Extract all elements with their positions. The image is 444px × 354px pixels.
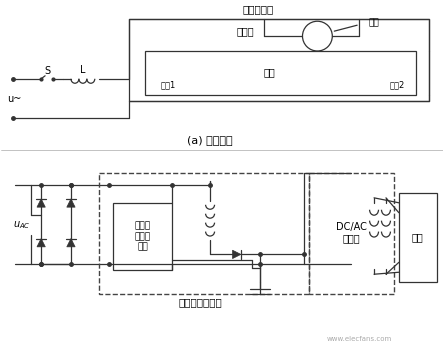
Text: 茨光粉: 茨光粉 <box>236 26 254 36</box>
Text: u~: u~ <box>8 93 22 104</box>
Bar <box>399 193 436 282</box>
Text: S: S <box>44 66 50 76</box>
Text: (a) 传统电路: (a) 传统电路 <box>187 135 233 145</box>
Polygon shape <box>67 199 75 207</box>
Text: DC/AC
逆变器: DC/AC 逆变器 <box>336 222 367 243</box>
Polygon shape <box>67 239 75 247</box>
Polygon shape <box>233 250 241 258</box>
Text: L: L <box>80 65 86 75</box>
Text: 灯管: 灯管 <box>412 233 424 242</box>
Bar <box>146 51 416 95</box>
Polygon shape <box>37 199 45 207</box>
Text: 灯絲1: 灯絲1 <box>161 80 176 89</box>
Text: $u_{AC}$: $u_{AC}$ <box>13 219 31 230</box>
Text: 水銀: 水銀 <box>264 67 276 77</box>
Text: 功率因
数控制
芯片: 功率因 数控制 芯片 <box>135 222 151 251</box>
Bar <box>113 203 172 270</box>
Text: 灯絲2: 灯絲2 <box>389 80 404 89</box>
Text: www.elecfans.com: www.elecfans.com <box>326 336 392 342</box>
Text: 功率因数控制器: 功率因数控制器 <box>178 297 222 307</box>
Polygon shape <box>37 239 45 247</box>
Bar <box>99 173 309 294</box>
Text: 輝光起輝器: 輝光起輝器 <box>242 4 274 14</box>
Bar <box>129 19 429 101</box>
Bar <box>309 173 394 294</box>
Text: 氖氣: 氖氣 <box>369 19 380 28</box>
